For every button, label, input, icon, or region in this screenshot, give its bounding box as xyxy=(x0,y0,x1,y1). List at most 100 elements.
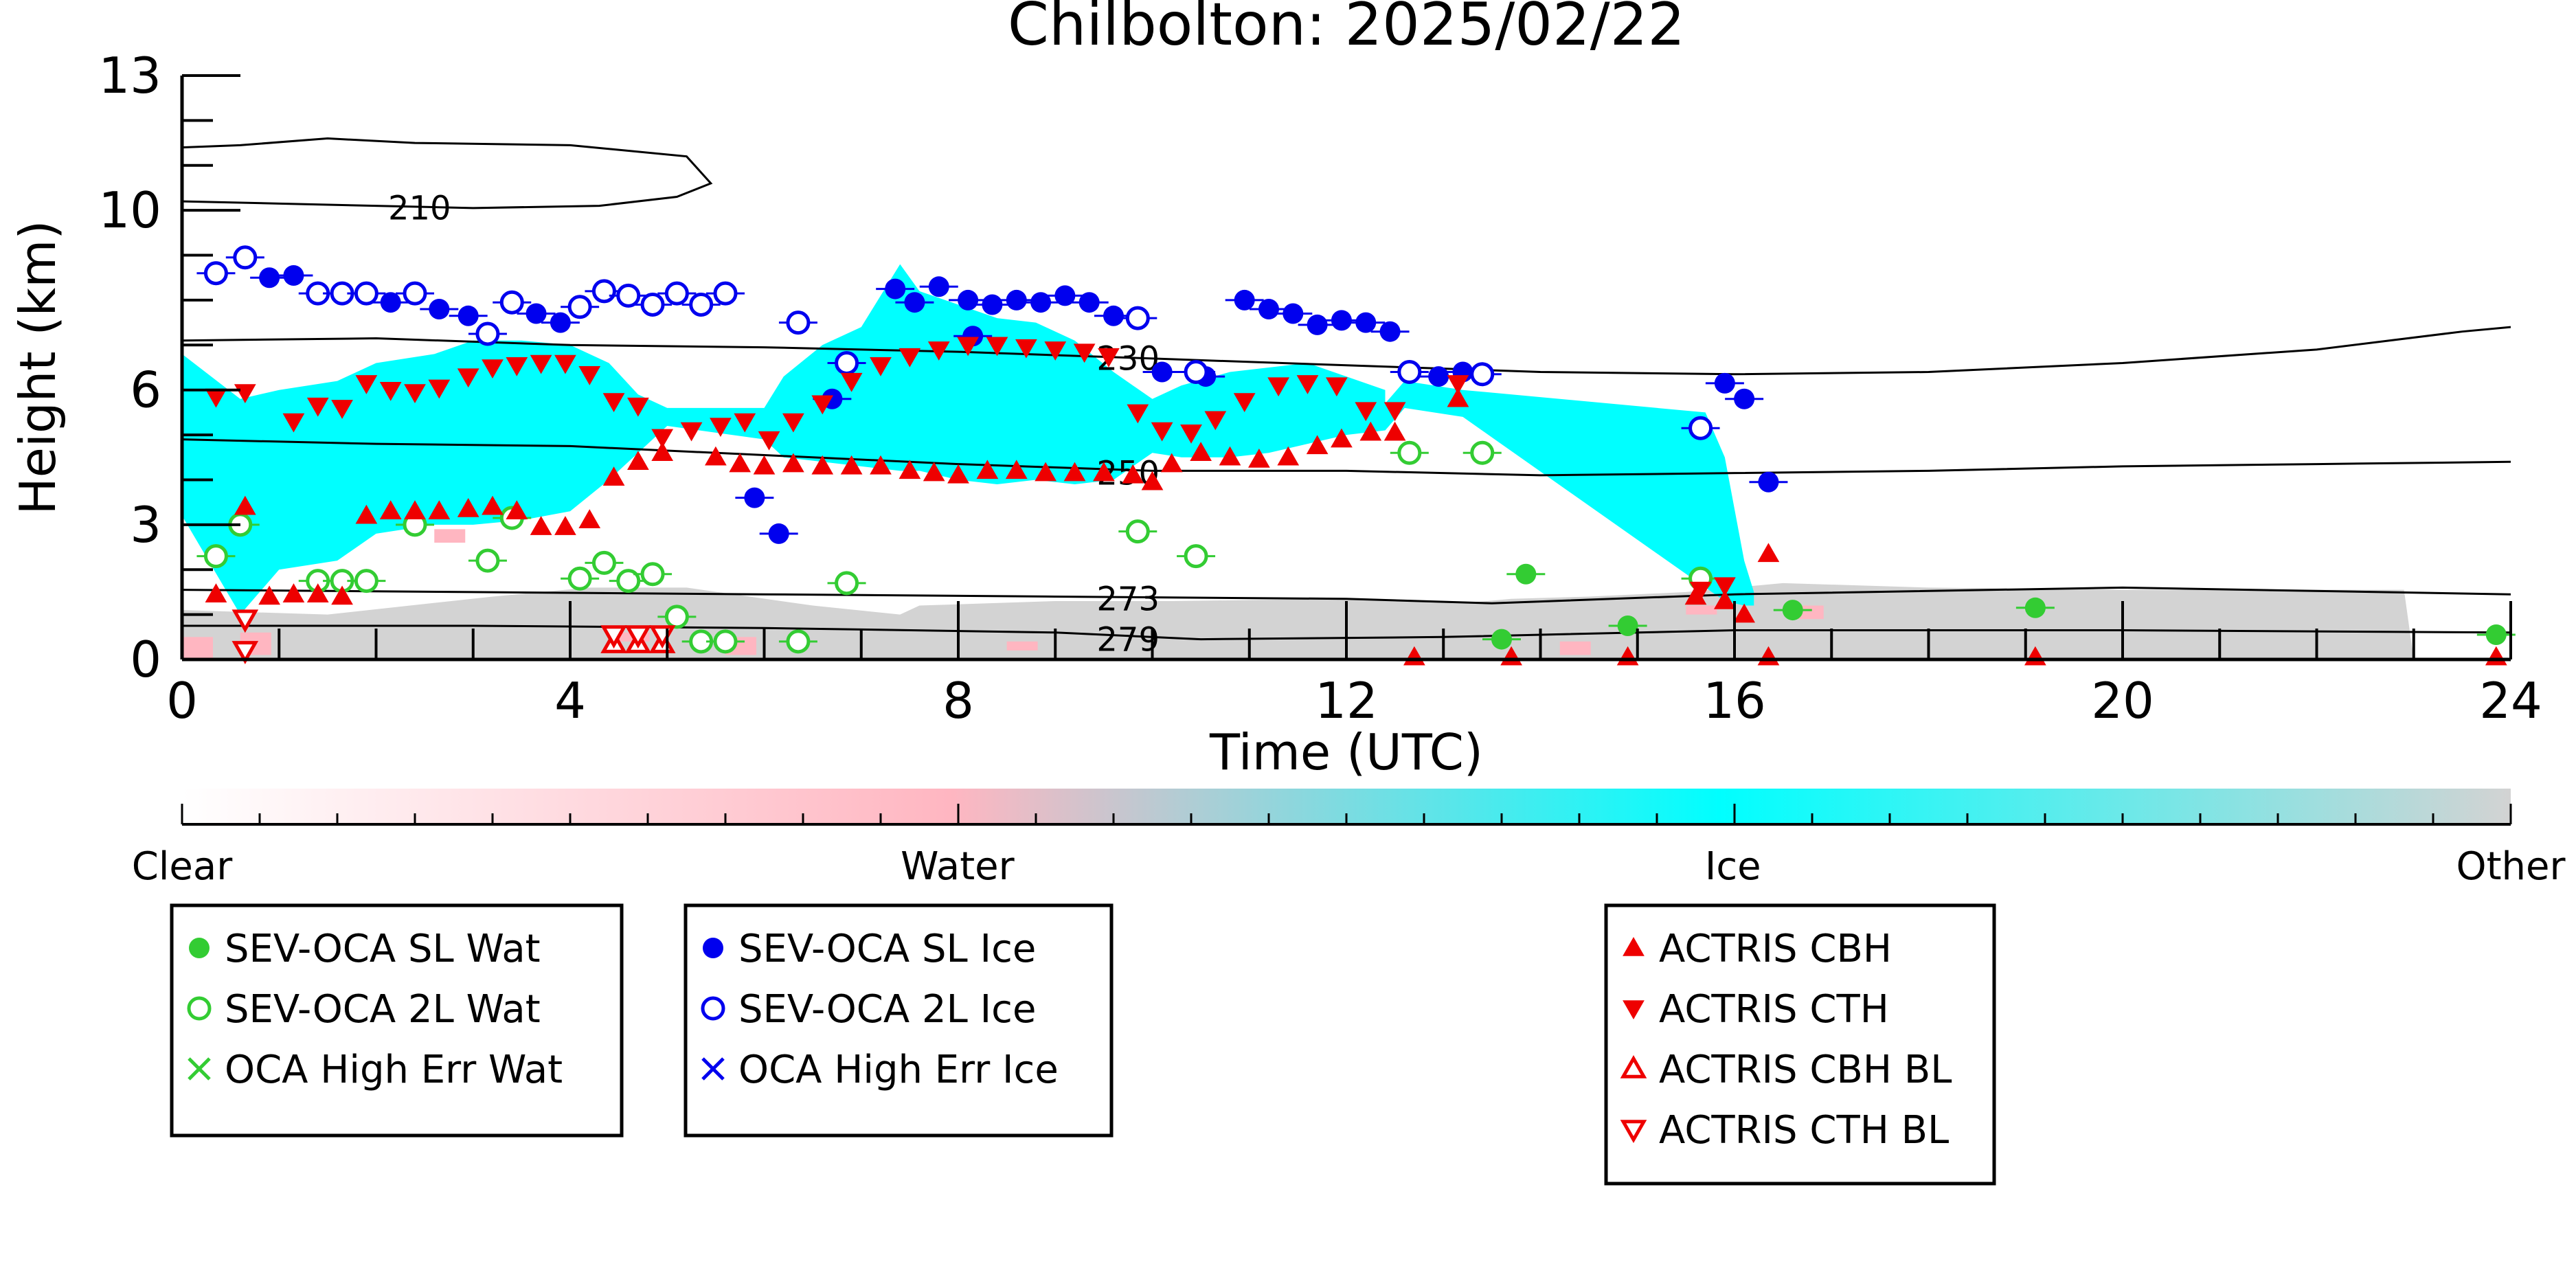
data-point xyxy=(1204,411,1227,431)
legend-label: OCA High Err Wat xyxy=(225,1048,563,1092)
legend-marker xyxy=(701,1057,725,1081)
data-point xyxy=(1428,366,1449,387)
data-point xyxy=(1267,377,1289,397)
data-point xyxy=(1383,402,1406,422)
legend-marker xyxy=(1623,1000,1645,1020)
legend-label: OCA High Err Ice xyxy=(738,1048,1059,1092)
data-point xyxy=(664,605,689,629)
data-point xyxy=(1233,393,1256,413)
data-point xyxy=(753,455,776,475)
data-point xyxy=(744,487,765,508)
data-point xyxy=(1688,416,1713,440)
data-point xyxy=(1733,603,1755,623)
data-point xyxy=(1515,563,1537,585)
data-point xyxy=(768,523,789,544)
legend-marker xyxy=(189,938,210,958)
data-point xyxy=(234,495,256,515)
data-point xyxy=(306,397,329,417)
x-stroke xyxy=(188,1057,211,1081)
contour-label: 279 xyxy=(1096,620,1160,659)
data-point xyxy=(554,516,576,535)
data-point xyxy=(758,431,780,451)
data-point xyxy=(899,460,921,479)
data-point xyxy=(1714,372,1735,394)
data-point xyxy=(1331,428,1353,448)
data-point xyxy=(1326,377,1348,397)
x-tick-label: 16 xyxy=(1703,672,1766,730)
data-point xyxy=(1219,446,1241,466)
data-point xyxy=(354,569,379,594)
data-point xyxy=(986,337,1008,357)
data-point xyxy=(1141,471,1164,490)
temperature-contours: 210230250273279 xyxy=(182,137,2511,659)
x-tick-label: 4 xyxy=(554,672,586,730)
data-point xyxy=(1078,292,1100,313)
data-point xyxy=(428,379,451,399)
legends: SEV-OCA SL Wat SEV-OCA 2L Wat OCA High Err… xyxy=(170,903,1996,1186)
data-point xyxy=(1307,314,1328,335)
x-tick-label: 24 xyxy=(2479,672,2542,730)
data-point xyxy=(1122,464,1144,484)
data-point xyxy=(282,583,305,602)
data-point xyxy=(530,354,552,374)
data-point xyxy=(482,495,504,515)
contour-label: 210 xyxy=(388,190,451,228)
cloud-water-patch xyxy=(182,637,213,659)
data-point xyxy=(664,281,689,306)
data-point xyxy=(1379,321,1401,342)
data-point xyxy=(355,375,378,394)
legend-label: ACTRIS CBH BL xyxy=(1659,1048,1952,1092)
data-point xyxy=(1296,375,1319,394)
legend-label: SEV-OCA SL Wat xyxy=(225,927,541,971)
series-sev-oca-sl-ice xyxy=(250,264,1788,544)
data-point xyxy=(840,372,863,392)
cloud-water-patch xyxy=(1559,641,1591,655)
legend-frame xyxy=(1604,903,1996,1186)
data-point xyxy=(283,264,304,286)
data-point xyxy=(1306,435,1329,455)
series-sev-oca-sl-wat xyxy=(1482,563,2516,650)
data-point xyxy=(689,292,714,317)
chart-title: Chilbolton: 2025/02/22 xyxy=(1008,0,1685,59)
data-point xyxy=(1689,581,1712,601)
data-point xyxy=(1127,404,1149,424)
data-point xyxy=(1190,442,1212,461)
legend-label: ACTRIS CTH BL xyxy=(1659,1108,1949,1153)
cloud-water-patch xyxy=(434,529,466,543)
data-point xyxy=(899,348,921,368)
cloud-water-patch xyxy=(1686,605,1717,615)
data-point xyxy=(306,583,329,602)
data-point xyxy=(379,381,402,401)
data-point xyxy=(1734,388,1755,409)
colorbar-label: Other xyxy=(2456,844,2566,889)
data-point xyxy=(2485,646,2507,666)
data-point xyxy=(627,397,649,417)
data-point xyxy=(1447,387,1469,407)
data-point xyxy=(2024,597,2046,618)
colorbar-label: Ice xyxy=(1705,844,1761,889)
data-point xyxy=(379,500,402,519)
data-point xyxy=(205,583,227,602)
colorbar-label: Clear xyxy=(132,844,233,889)
data-point xyxy=(1714,577,1736,597)
data-point xyxy=(928,276,949,297)
data-point xyxy=(282,413,305,433)
data-point xyxy=(1277,446,1300,466)
data-point xyxy=(602,393,625,413)
legend-frame xyxy=(170,903,624,1138)
data-point xyxy=(1470,362,1495,387)
data-point xyxy=(811,455,834,475)
data-point xyxy=(231,641,259,664)
data-point xyxy=(923,462,945,482)
data-point xyxy=(782,453,804,473)
data-point xyxy=(958,289,979,310)
data-point xyxy=(1714,589,1736,609)
contour-line-273 xyxy=(182,586,2511,605)
series-actris-cth xyxy=(205,337,1736,601)
legend-label: SEV-OCA SL Ice xyxy=(738,927,1036,971)
axes: 0 3 6 10 13 0 4 8 12 16 20 24 xyxy=(98,47,2542,730)
data-point xyxy=(1073,343,1096,363)
cloud-water-patch xyxy=(1006,641,1038,651)
data-point xyxy=(1355,402,1377,422)
